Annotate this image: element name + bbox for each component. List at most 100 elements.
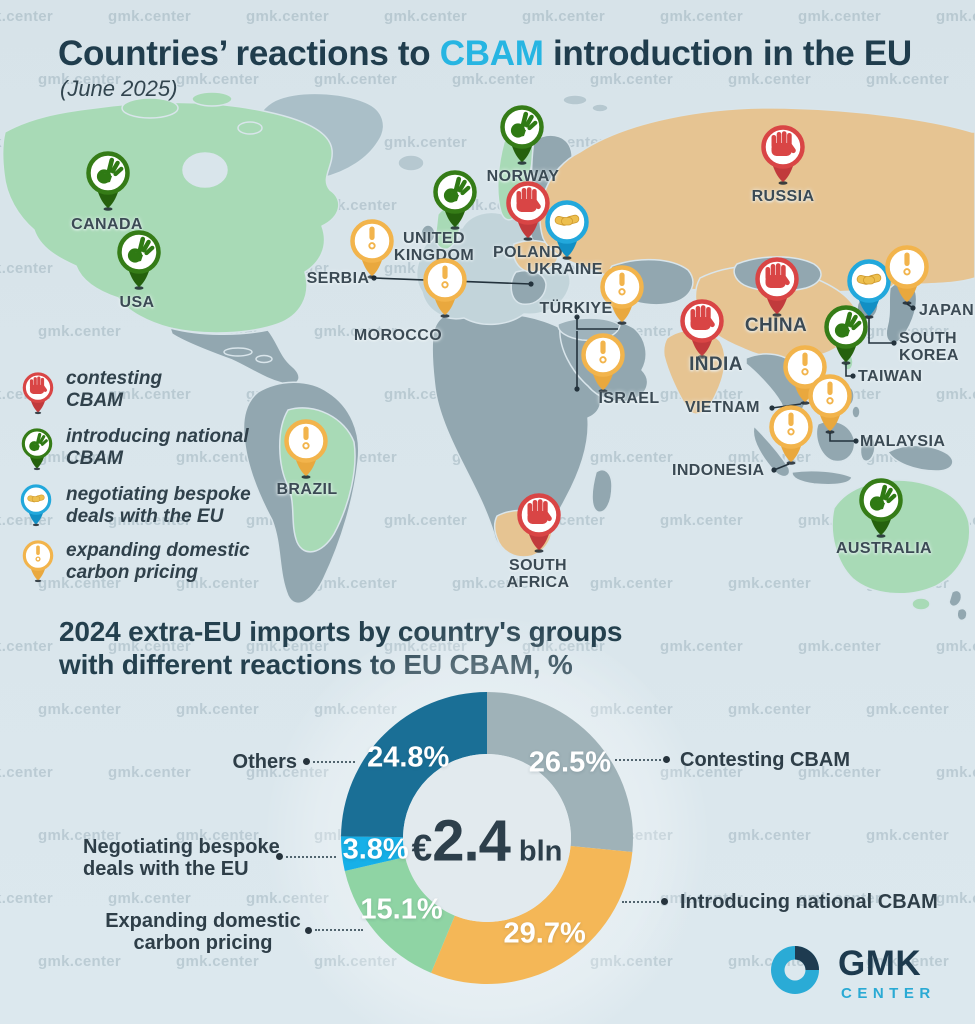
watermark-text: gmk.center — [660, 638, 744, 655]
donut-percent-1: 29.7% — [503, 917, 586, 950]
gmk-logo-subtext: CENTER — [841, 985, 936, 1002]
legend-label-pricing: expanding domestic carbon pricing — [66, 540, 250, 583]
donut-chart — [317, 668, 657, 1008]
watermark-text: gmk.center — [936, 638, 975, 655]
watermark-text: gmk.center — [108, 638, 192, 655]
watermark-text: gmk.center — [38, 575, 122, 592]
watermark-text: gmk.center — [0, 890, 54, 907]
map-label-united-kingdom: UNITED KINGDOM — [393, 230, 475, 264]
watermark-text: gmk.center — [0, 638, 54, 655]
title-prefix: Countries’ reactions to — [58, 34, 440, 73]
map-label-ukraine: UKRAINE — [527, 261, 603, 278]
legend-label-contesting: contesting CBAM — [66, 368, 163, 411]
donut-percent-2: 15.1% — [360, 893, 443, 926]
map-label-australia: AUSTRALIA — [835, 540, 933, 557]
watermark-text: gmk.center — [798, 638, 882, 655]
map-label-south-korea: SOUTH KOREA — [899, 330, 959, 364]
currency-symbol: € — [411, 827, 433, 869]
donut-percent-3: 3.8% — [342, 833, 409, 866]
watermark-text: gmk.center — [176, 71, 260, 88]
watermark-text: gmk.center — [108, 512, 192, 529]
watermark-text: gmk.center — [0, 8, 54, 25]
watermark-text: gmk.center — [936, 890, 975, 907]
legend-pin-national — [21, 428, 53, 471]
callout-expanding-dot — [305, 927, 312, 934]
donut-slice-2 — [344, 856, 455, 973]
callout-introducing-line — [622, 901, 659, 903]
donut-percent-4: 24.8% — [367, 741, 450, 774]
watermark-text: gmk.center — [0, 764, 54, 781]
watermark-text: gmk.center — [866, 701, 950, 718]
watermark-text: gmk.center — [866, 71, 950, 88]
watermark-text: gmk.center — [176, 575, 260, 592]
map-label-serbia: SERBIA — [306, 270, 370, 287]
watermark-text: gmk.center — [176, 449, 260, 466]
map-label-turkiye: TÜRKIYE — [539, 300, 613, 317]
callout-negotiating: Negotiating bespoke deals with the EU — [83, 836, 280, 880]
watermark-text: gmk.center — [866, 953, 950, 970]
map-label-indonesia: INDONESIA — [672, 462, 765, 479]
legend-label-bespoke: negotiating bespoke deals with the EU — [66, 484, 251, 527]
total-value: 2.4 — [432, 808, 511, 874]
donut-slice-3 — [341, 836, 406, 871]
map-label-canada: CANADA — [71, 216, 143, 233]
donut-slice-0 — [487, 692, 633, 852]
callout-expanding: Expanding domestic carbon pricing — [105, 910, 301, 954]
donut-slices — [341, 692, 633, 984]
watermark-text: gmk.center — [936, 8, 975, 25]
watermark-text: gmk.center — [590, 449, 674, 466]
callout-others-line — [313, 761, 355, 763]
map-label-poland: POLAND — [493, 244, 563, 261]
watermark-text: gmk.center — [176, 701, 260, 718]
map-label-vietnam: VIETNAM — [685, 399, 760, 416]
watermark-text: gmk.center — [660, 8, 744, 25]
watermark-text: gmk.center — [176, 827, 260, 844]
watermark-text: gmk.center — [38, 701, 122, 718]
watermark-text: gmk.center — [936, 386, 975, 403]
callout-negotiating-dot — [276, 853, 283, 860]
donut-slice-4 — [341, 692, 487, 838]
callout-others: Others — [232, 751, 297, 773]
title-highlight-cbam: CBAM — [439, 34, 544, 73]
legend-pin-pricing — [22, 540, 54, 583]
watermark-text: gmk.center — [38, 827, 122, 844]
callout-contesting-dot — [663, 756, 670, 763]
watermark-text: gmk.center — [38, 71, 122, 88]
map-label-usa: USA — [119, 294, 155, 311]
map-label-malaysia: MALAYSIA — [860, 433, 946, 450]
gmk-logo-text: GMK — [838, 944, 922, 983]
map-label-south-africa: SOUTH AFRICA — [506, 557, 570, 591]
watermark-text: gmk.center — [108, 386, 192, 403]
map-label-russia: RUSSIA — [751, 188, 815, 205]
legend-label-national: introducing national CBAM — [66, 426, 249, 469]
title-date: (June 2025) — [60, 76, 178, 101]
watermark-text: gmk.center — [798, 8, 882, 25]
watermark-text: gmk.center — [176, 953, 260, 970]
gmk-logo-icon — [771, 946, 819, 994]
watermark-text: gmk.center — [384, 8, 468, 25]
donut-center-value: €2.4 bln — [412, 808, 563, 875]
watermark-text: gmk.center — [728, 575, 812, 592]
watermark-text: gmk.center — [246, 638, 330, 655]
callout-negotiating-line — [286, 856, 336, 858]
callout-others-dot — [303, 758, 310, 765]
map-label-taiwan: TAIWAN — [858, 368, 923, 385]
watermark-text: gmk.center — [384, 134, 468, 151]
map-label-india: INDIA — [689, 354, 743, 375]
watermark-text: gmk.center — [728, 71, 812, 88]
map-label-morocco: MOROCCO — [353, 327, 443, 344]
watermark-text: gmk.center — [728, 827, 812, 844]
callout-expanding-line — [315, 929, 363, 931]
watermark-text: gmk.center — [590, 71, 674, 88]
map-label-brazil: BRAZIL — [276, 481, 338, 498]
total-unit: bln — [518, 835, 563, 868]
watermark-text: gmk.center — [798, 764, 882, 781]
watermark-text: gmk.center — [590, 575, 674, 592]
callout-introducing: Introducing national CBAM — [680, 891, 938, 913]
callout-introducing-dot — [661, 898, 668, 905]
map-label-israel: ISRAEL — [598, 390, 660, 407]
watermark-text: gmk.center — [452, 575, 536, 592]
